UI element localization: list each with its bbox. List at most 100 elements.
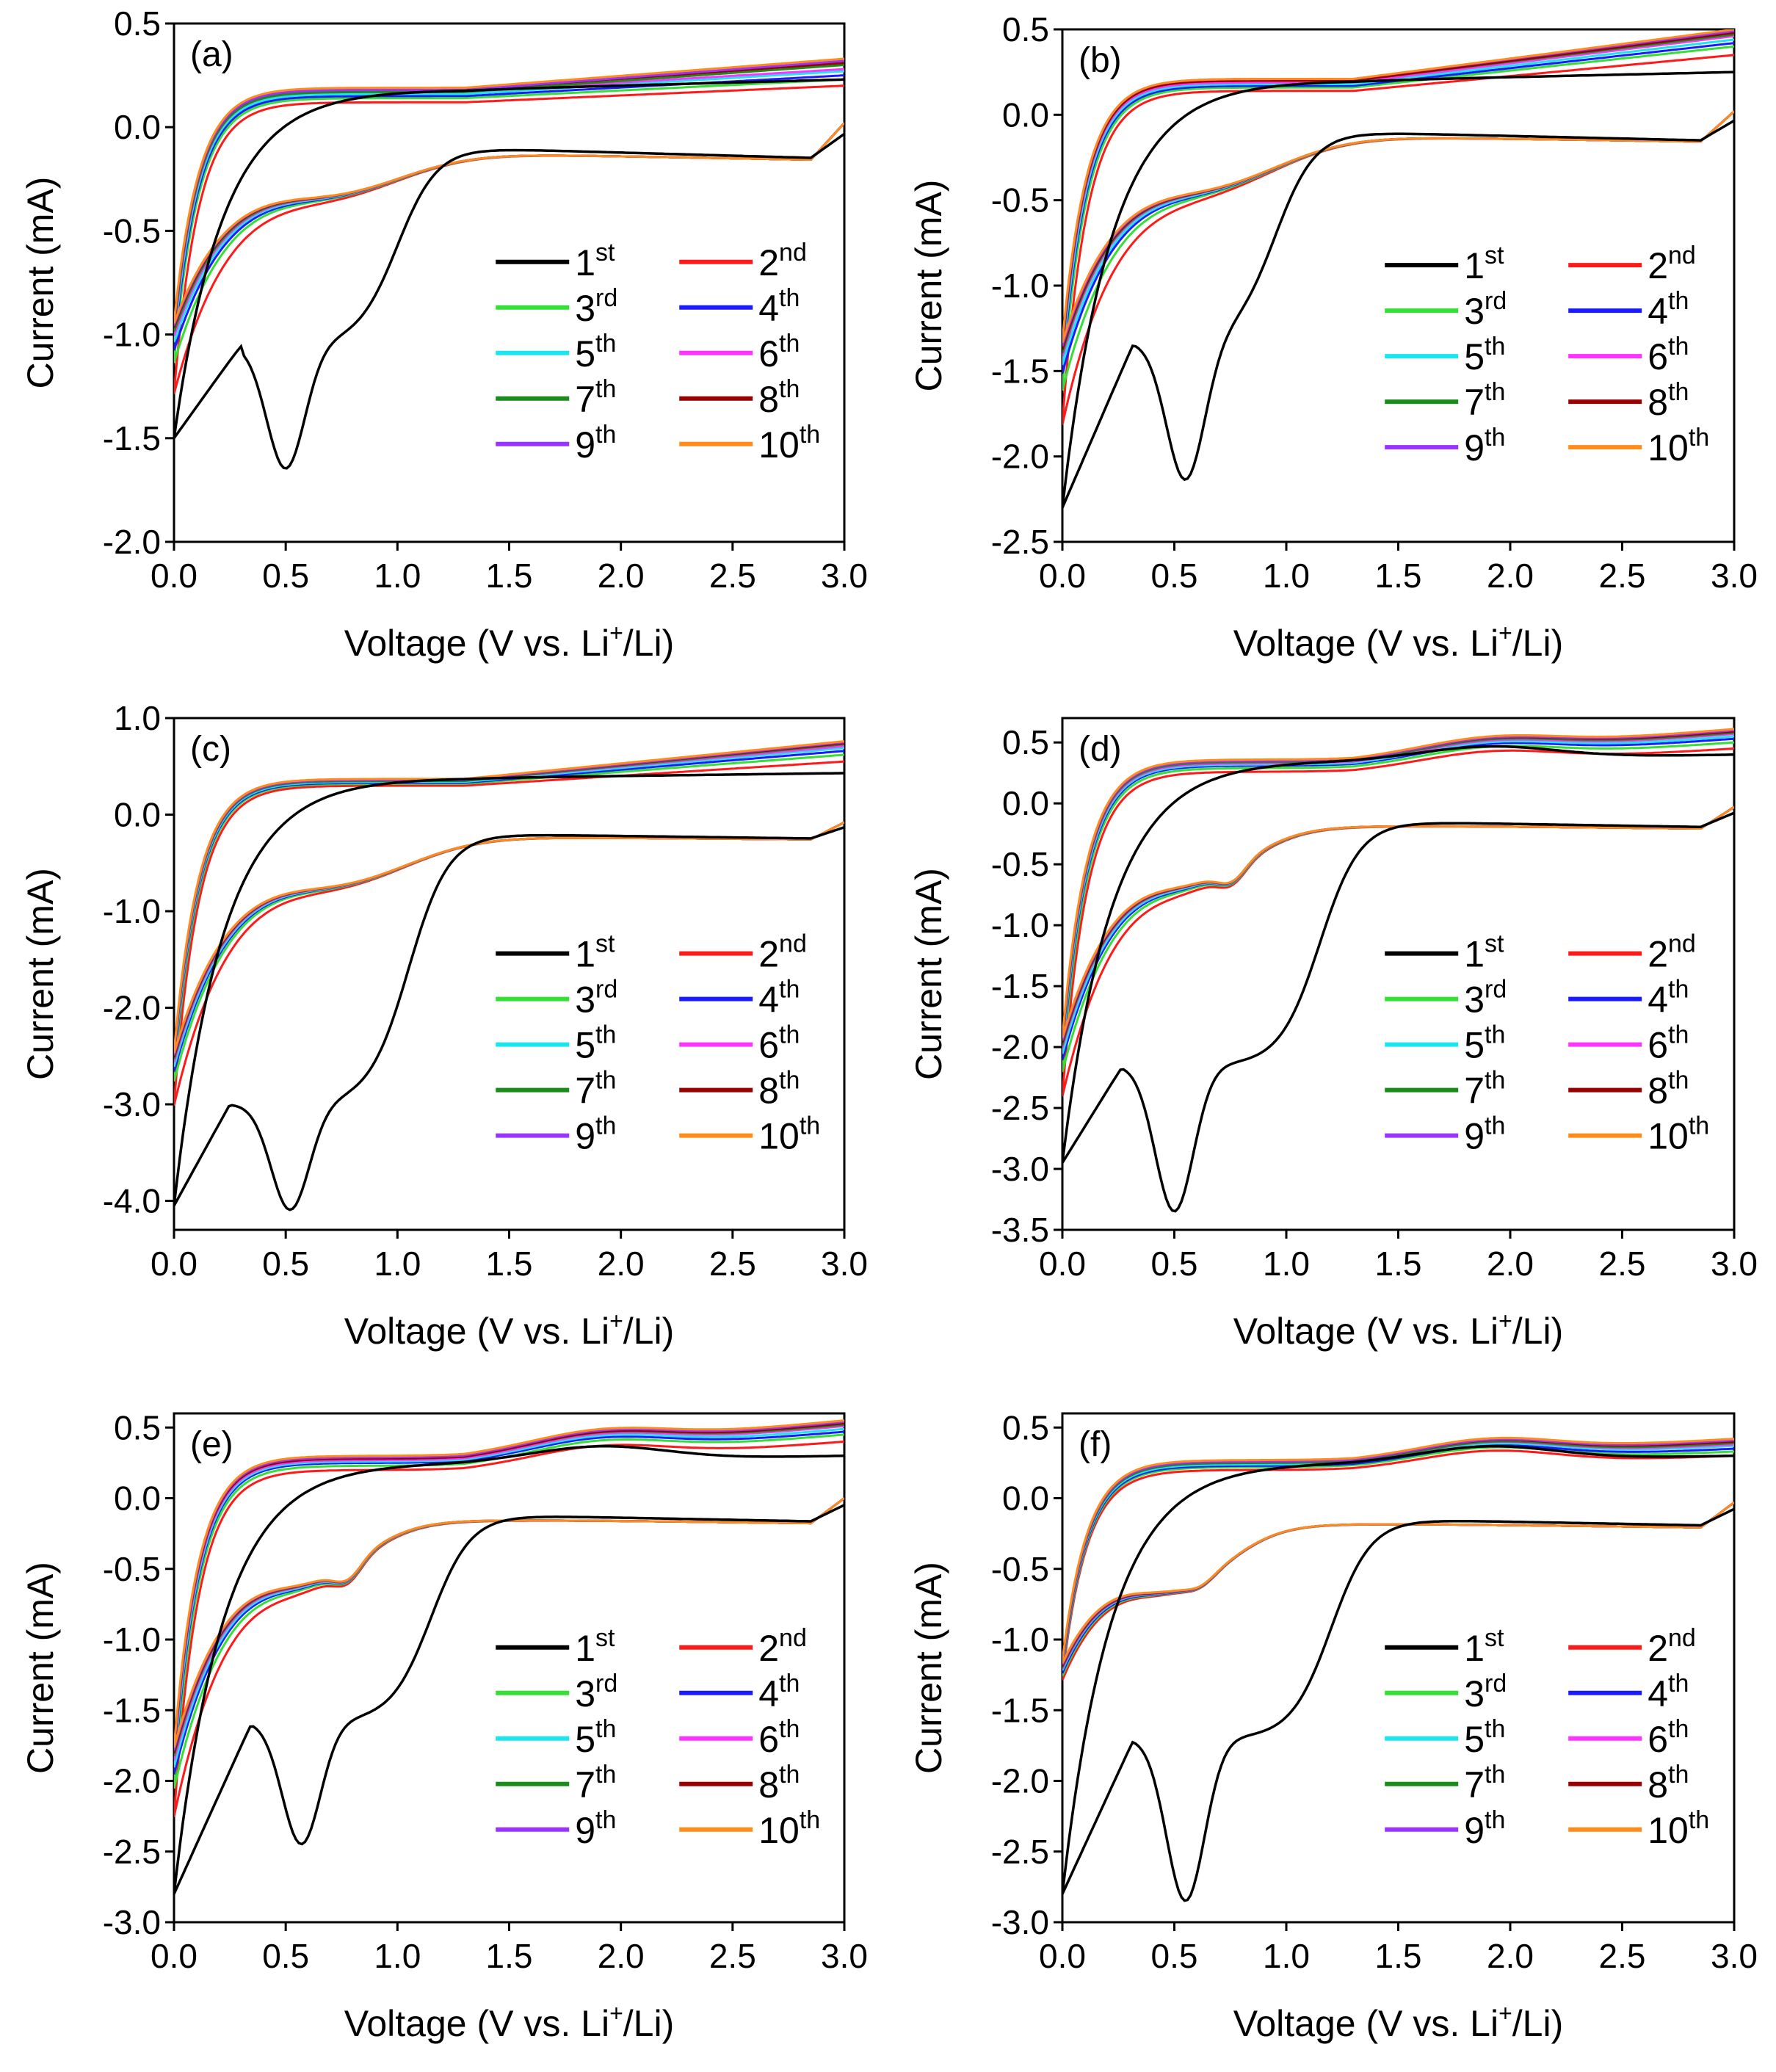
- y-tick-label: -2.0: [103, 989, 161, 1027]
- y-tick-label: -1.5: [991, 1691, 1049, 1729]
- legend-label-5: 5th: [1464, 1715, 1505, 1760]
- curves: [1062, 728, 1734, 1213]
- legend-label-2: 2nd: [1648, 930, 1696, 975]
- x-axis-label: Voltage (V vs. Li+/Li): [1233, 2000, 1563, 2044]
- legend-label-10: 10th: [1648, 1806, 1709, 1851]
- x-tick-label: 2.0: [1487, 1937, 1534, 1975]
- y-tick-label: 0.5: [114, 4, 161, 43]
- curves: [1062, 1436, 1734, 1902]
- x-tick-label: 0.0: [151, 1245, 197, 1283]
- legend-label-8: 8th: [758, 1067, 800, 1112]
- x-tick-label: 2.5: [1599, 557, 1646, 595]
- y-tick-label: 0.0: [1002, 784, 1049, 822]
- legend-label-2: 2nd: [758, 930, 807, 975]
- cycle-1-curve: [1062, 70, 1734, 509]
- curves: [1062, 29, 1734, 509]
- panel-label: (c): [190, 730, 231, 769]
- legend-label-5: 5th: [575, 330, 616, 374]
- cycle-10-curve: [174, 57, 844, 325]
- legend-label-3: 3rd: [1464, 287, 1507, 332]
- x-tick-label: 2.0: [598, 1937, 645, 1975]
- y-tick-label: 0.5: [1002, 10, 1049, 48]
- x-tick-label: 2.5: [709, 1937, 756, 1975]
- y-axis-label: Current (mA): [908, 180, 949, 392]
- legend-label-2: 2nd: [758, 239, 807, 283]
- y-tick-label: -0.5: [991, 845, 1049, 883]
- legend-label-4: 4th: [1648, 287, 1689, 332]
- x-tick-label: 3.0: [1711, 1245, 1758, 1283]
- cv-panel-e: 0.0 0.5 1.0 1.5 2.0 2.5 3.0 0.5 0.0 -0.5 -1.0 -1.5 -…: [20, 1408, 868, 2044]
- x-tick-label: 2.5: [709, 557, 756, 595]
- cv-panel-a: 0.0 0.5 1.0 1.5 2.0 2.5 3.0 0.5 0.0 -0.5 -1.0 -1.5 -…: [20, 4, 868, 664]
- legend-label-6: 6th: [758, 330, 800, 374]
- cycle-3-curve: [1062, 741, 1734, 1073]
- cycle-3-curve: [1062, 1446, 1734, 1677]
- x-tick-label: 1.0: [374, 1245, 421, 1283]
- y-tick-label: 1.0: [114, 699, 161, 737]
- cycle-7-curve: [174, 64, 844, 333]
- y-tick-label: -3.0: [991, 1903, 1049, 1941]
- x-tick-label: 1.0: [1263, 557, 1310, 595]
- x-tick-label: 1.5: [486, 557, 533, 595]
- x-axis-label: Voltage (V vs. Li+/Li): [1233, 620, 1563, 664]
- legend-label-1: 1st: [1464, 1624, 1504, 1669]
- y-tick-label: 0.0: [1002, 95, 1049, 134]
- y-tick-label: -3.0: [991, 1150, 1049, 1188]
- cycle-4-curve: [174, 750, 844, 1073]
- panel-label: (a): [190, 35, 233, 74]
- legend-label-4: 4th: [758, 284, 800, 329]
- legend-label-5: 5th: [1464, 1021, 1505, 1066]
- y-tick-label: -2.5: [103, 1833, 161, 1871]
- y-tick-label: -2.0: [103, 1762, 161, 1800]
- x-tick-label: 0.5: [262, 1937, 309, 1975]
- legend-label-10: 10th: [758, 1112, 820, 1157]
- y-tick-label: -1.0: [103, 1620, 161, 1659]
- y-tick-label: -3.0: [103, 1903, 161, 1941]
- panel-label: (d): [1079, 730, 1122, 769]
- x-axis-label: Voltage (V vs. Li+/Li): [344, 2000, 674, 2044]
- y-tick-label: -1.5: [991, 967, 1049, 1005]
- cycle-10-curve: [1062, 29, 1734, 344]
- x-tick-label: 1.0: [1263, 1245, 1310, 1283]
- legend-label-1: 1st: [1464, 242, 1504, 286]
- y-tick-label: 0.0: [114, 796, 161, 834]
- x-tick-label: 2.0: [1487, 557, 1534, 595]
- y-tick-label: 0.0: [114, 108, 161, 146]
- cycle-1-curve: [174, 78, 844, 470]
- legend-label-9: 9th: [1464, 1112, 1505, 1157]
- cycle-1-curve: [1062, 745, 1734, 1213]
- legend-label-8: 8th: [758, 375, 800, 420]
- legend-label-5: 5th: [575, 1021, 616, 1066]
- legend-label-3: 3rd: [575, 976, 617, 1021]
- legend-label-3: 3rd: [575, 284, 617, 329]
- legend-label-10: 10th: [1648, 424, 1709, 468]
- y-tick-label: -2.0: [991, 438, 1049, 476]
- legend-label-2: 2nd: [1648, 1624, 1696, 1669]
- x-axis-label: Voltage (V vs. Li+/Li): [1233, 1308, 1563, 1352]
- cycle-5-curve: [1062, 1442, 1734, 1671]
- cycle-10-curve: [1062, 1436, 1734, 1664]
- curves: [174, 740, 844, 1211]
- x-tick-label: 2.0: [1487, 1245, 1534, 1283]
- cycle-10-curve: [174, 1419, 844, 1748]
- legend-label-9: 9th: [575, 1112, 616, 1157]
- legend-label-9: 9th: [575, 421, 616, 466]
- y-tick-label: -1.0: [991, 906, 1049, 944]
- y-tick-label: -3.0: [103, 1085, 161, 1123]
- legend-label-3: 3rd: [1464, 976, 1507, 1021]
- legend-label-8: 8th: [1648, 1067, 1689, 1112]
- x-tick-label: 1.5: [1375, 557, 1422, 595]
- legend-label-8: 8th: [1648, 1761, 1689, 1805]
- y-axis-label: Current (mA): [908, 1562, 949, 1774]
- y-tick-label: 0.5: [114, 1408, 161, 1446]
- legend-label-7: 7th: [1464, 1761, 1505, 1805]
- cycle-5-curve: [1062, 735, 1734, 1054]
- legend-label-6: 6th: [1648, 1021, 1689, 1066]
- x-tick-label: 0.0: [151, 557, 197, 595]
- legend-label-4: 4th: [758, 1670, 800, 1714]
- legend-label-8: 8th: [758, 1761, 800, 1805]
- legend-label-7: 7th: [1464, 1067, 1505, 1112]
- legend-label-9: 9th: [1464, 424, 1505, 468]
- legend-label-5: 5th: [575, 1715, 616, 1760]
- cycle-2-curve: [1062, 54, 1734, 425]
